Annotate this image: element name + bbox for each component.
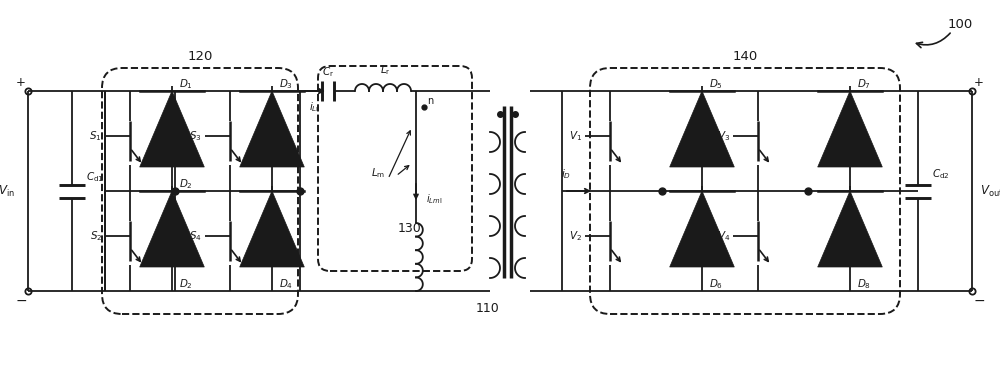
Text: $D_6$: $D_6$ — [709, 277, 723, 291]
Text: $i_{L{\rm r}}$: $i_{L{\rm r}}$ — [309, 100, 321, 114]
Text: −: − — [15, 294, 27, 308]
Text: $S_2$: $S_2$ — [90, 229, 102, 243]
Polygon shape — [240, 191, 304, 267]
Text: $S_3$: $S_3$ — [189, 129, 202, 143]
Text: $V_{\rm out}$: $V_{\rm out}$ — [980, 183, 1000, 198]
Polygon shape — [670, 91, 734, 167]
Text: $L_{\rm m}$: $L_{\rm m}$ — [371, 166, 385, 180]
Text: $C_{\rm d1}$: $C_{\rm d1}$ — [86, 170, 104, 184]
Polygon shape — [140, 191, 204, 267]
Text: $L_{\rm r}$: $L_{\rm r}$ — [380, 63, 390, 77]
Polygon shape — [818, 191, 882, 267]
Polygon shape — [670, 191, 734, 267]
Text: $V_2$: $V_2$ — [569, 229, 582, 243]
Text: +: + — [974, 75, 984, 89]
Text: $D_2$: $D_2$ — [179, 277, 193, 291]
Text: 130: 130 — [398, 221, 422, 235]
Text: $i_{Lm{\rm l}}$: $i_{Lm{\rm l}}$ — [426, 192, 442, 206]
Text: $i_D$: $i_D$ — [561, 167, 571, 181]
Text: 120: 120 — [187, 49, 213, 63]
Text: $D_5$: $D_5$ — [709, 77, 723, 91]
Text: $D_2$: $D_2$ — [179, 177, 193, 191]
Text: $D_1$: $D_1$ — [179, 77, 193, 91]
Text: 100: 100 — [947, 18, 973, 30]
Polygon shape — [140, 91, 204, 167]
Text: $V_4$: $V_4$ — [717, 229, 730, 243]
Text: $S_1$: $S_1$ — [89, 129, 102, 143]
Polygon shape — [240, 91, 304, 167]
Text: n: n — [427, 96, 433, 106]
Polygon shape — [818, 91, 882, 167]
Text: $S_4$: $S_4$ — [189, 229, 202, 243]
Text: −: − — [973, 294, 985, 308]
Text: $D_4$: $D_4$ — [279, 277, 293, 291]
Text: +: + — [16, 75, 26, 89]
Text: $D_7$: $D_7$ — [857, 77, 871, 91]
Text: 140: 140 — [732, 49, 758, 63]
Text: $C_{\rm r}$: $C_{\rm r}$ — [322, 65, 334, 79]
Text: $V_3$: $V_3$ — [717, 129, 730, 143]
Text: $C_{\rm d2}$: $C_{\rm d2}$ — [932, 167, 950, 181]
Text: $D_3$: $D_3$ — [279, 77, 293, 91]
Text: 110: 110 — [476, 303, 500, 315]
Text: $V_1$: $V_1$ — [569, 129, 582, 143]
Text: $V_{\rm in}$: $V_{\rm in}$ — [0, 183, 14, 198]
Text: $D_8$: $D_8$ — [857, 277, 871, 291]
